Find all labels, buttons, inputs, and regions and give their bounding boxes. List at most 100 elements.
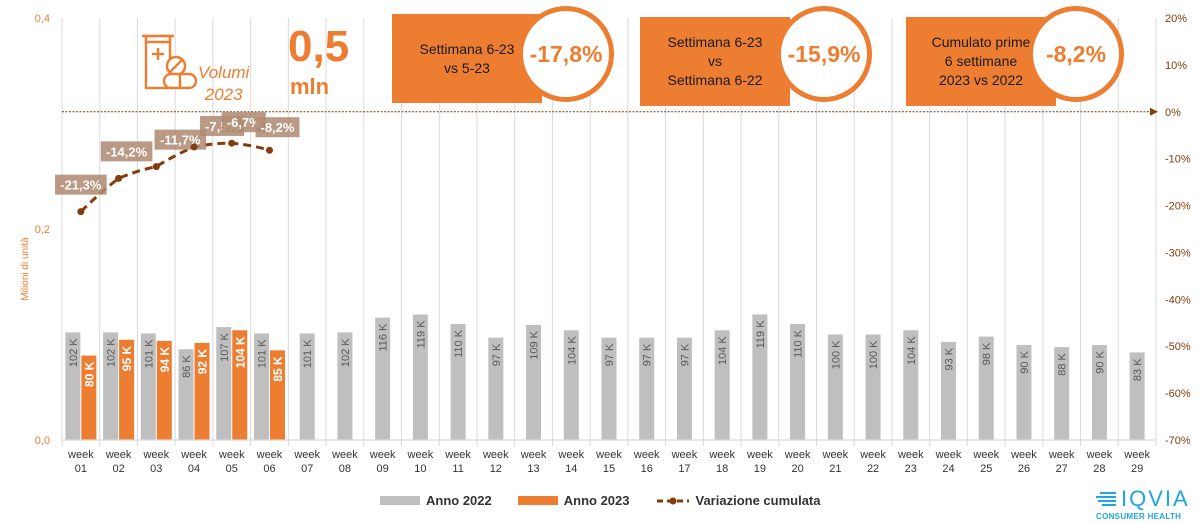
- y-tick-label: 0,4: [35, 13, 50, 25]
- bar-2022-label: 97 K: [679, 343, 691, 366]
- legend-swatch-2022: [380, 496, 420, 505]
- legend-label: Anno 2023: [563, 493, 630, 508]
- bar-2022: [337, 332, 353, 440]
- bar-2022: [865, 334, 881, 440]
- x-tick-label: week 11: [444, 449, 471, 475]
- kpi-label: Settimana 6-23: [419, 40, 515, 57]
- bar-2022: [790, 323, 806, 440]
- x-tick-label: week 28: [1086, 449, 1113, 475]
- bar-2022-label: 110 K: [453, 329, 465, 358]
- x-tick-label: week 26: [1010, 449, 1037, 475]
- variation-label-bg: [100, 141, 153, 162]
- x-tick-label: week 09: [369, 449, 396, 475]
- bar-2023: [81, 355, 97, 440]
- variation-label-bg: [221, 112, 266, 133]
- kpi-box-week-vs-prev: Settimana 6-23 vs 5-23: [392, 14, 542, 103]
- bar-2022-label: 110 K: [793, 329, 805, 358]
- x-tick-label: week 06: [256, 449, 283, 475]
- x-tick-label: week 02: [105, 449, 132, 475]
- bar-2022: [412, 314, 428, 440]
- volume-label-line1: Volumi: [198, 63, 250, 82]
- bar-2022: [140, 333, 156, 440]
- volume-label-line2: 2023: [204, 85, 243, 105]
- x-tick-label: week 13: [520, 449, 547, 475]
- x-tick-label: week 18: [708, 449, 735, 475]
- variation-label: -21,3%: [60, 178, 102, 193]
- kpi-label: Settimana 6-23: [667, 34, 763, 51]
- volume-value: 0,5: [288, 22, 350, 71]
- kpi-label: Settimana 6-22: [667, 71, 763, 88]
- bar-2022: [299, 333, 315, 440]
- bar-2022: [903, 330, 919, 440]
- volume-unit: mln: [290, 74, 330, 99]
- bar-2022-label: 101 K: [256, 339, 268, 368]
- bar-2023: [119, 339, 135, 440]
- legend-item-2022: Anno 2022: [380, 493, 492, 508]
- legend-item-2023: Anno 2023: [517, 493, 630, 508]
- legend-swatch-variation: [656, 497, 689, 504]
- bar-2022: [65, 332, 81, 440]
- kpi-label: vs: [707, 53, 722, 70]
- logo-name: IQVIA: [1121, 486, 1190, 511]
- x-tick-label: week 03: [142, 449, 169, 475]
- x-tick-label: week 01: [67, 449, 94, 475]
- bar-2022-label: 101 K: [143, 339, 155, 368]
- bar-2022-label: 107 K: [219, 332, 231, 361]
- x-tick-label: week 07: [293, 449, 320, 475]
- x-tick-label: week 21: [822, 449, 849, 475]
- bar-2022: [450, 323, 466, 440]
- x-tick-label: week 16: [633, 449, 660, 475]
- legend-label: Anno 2022: [426, 493, 492, 508]
- logo-lines-icon: [1096, 492, 1116, 506]
- bar-2022-label: 83 K: [1132, 358, 1144, 381]
- bar-2022-label: 88 K: [1057, 353, 1069, 376]
- bar-2022: [827, 334, 843, 440]
- y-axis-label: Milioni di unità: [20, 237, 31, 301]
- kpi-label: 6 settimane: [944, 53, 1018, 70]
- bar-2022: [676, 337, 692, 440]
- kpi-label: 2023 vs 2022: [938, 71, 1024, 88]
- y-tick-label: 0,2: [35, 224, 50, 236]
- bar-2022: [978, 336, 994, 440]
- bar-2022-label: 119 K: [755, 320, 767, 349]
- kpi-value-week-vs-last-year: -15,9%: [776, 6, 872, 102]
- bar-2023: [156, 340, 172, 440]
- bar-2023-label: 94 K: [158, 347, 172, 373]
- zero-line-arrow-icon: [1150, 107, 1158, 116]
- bar-2022: [601, 337, 617, 440]
- volume-label: Volumi 2023: [198, 62, 249, 106]
- x-tick-label: week 08: [331, 449, 358, 475]
- bar-2022: [714, 330, 730, 440]
- bar-2022-label: 98 K: [981, 342, 993, 365]
- y2-tick-label: -60%: [1165, 388, 1191, 400]
- bar-2022-label: 116 K: [378, 323, 390, 352]
- bar-2022: [941, 341, 957, 440]
- bar-2022-label: 86 K: [181, 355, 193, 378]
- logo-subtitle: CONSUMER HEALTH: [1096, 512, 1182, 521]
- bar-2022: [1129, 352, 1145, 440]
- variation-label: -14,2%: [106, 144, 148, 159]
- x-tick-label: week 04: [180, 449, 207, 475]
- bar-2022-label: 101 K: [302, 339, 314, 368]
- bar-2023-label: 80 K: [82, 361, 96, 387]
- bar-2022-label: 102 K: [340, 338, 352, 367]
- bar-2022-label: 104 K: [717, 336, 729, 365]
- y2-tick-label: -40%: [1165, 294, 1191, 306]
- bar-2022: [1054, 347, 1070, 440]
- bar-2022: [1091, 345, 1107, 440]
- y2-tick-label: -10%: [1165, 154, 1191, 166]
- kpi-label: vs 5-23: [444, 59, 490, 76]
- bar-2023: [194, 342, 210, 440]
- bar-2022: [563, 330, 579, 440]
- bar-2022: [178, 349, 194, 440]
- x-tick-label: week 14: [557, 449, 584, 475]
- x-tick-label: week 24: [935, 449, 962, 475]
- x-tick-label: week 27: [1048, 449, 1075, 475]
- legend: Anno 2022 Anno 2023 Variazione cumulata: [380, 493, 821, 508]
- bar-2022-label: 90 K: [1019, 350, 1031, 373]
- kpi-value-cumulative: -8,2%: [1028, 6, 1124, 102]
- pill-bottle-icon: [142, 34, 198, 90]
- y2-tick-label: -70%: [1165, 435, 1191, 447]
- variation-label-bg: [255, 117, 300, 138]
